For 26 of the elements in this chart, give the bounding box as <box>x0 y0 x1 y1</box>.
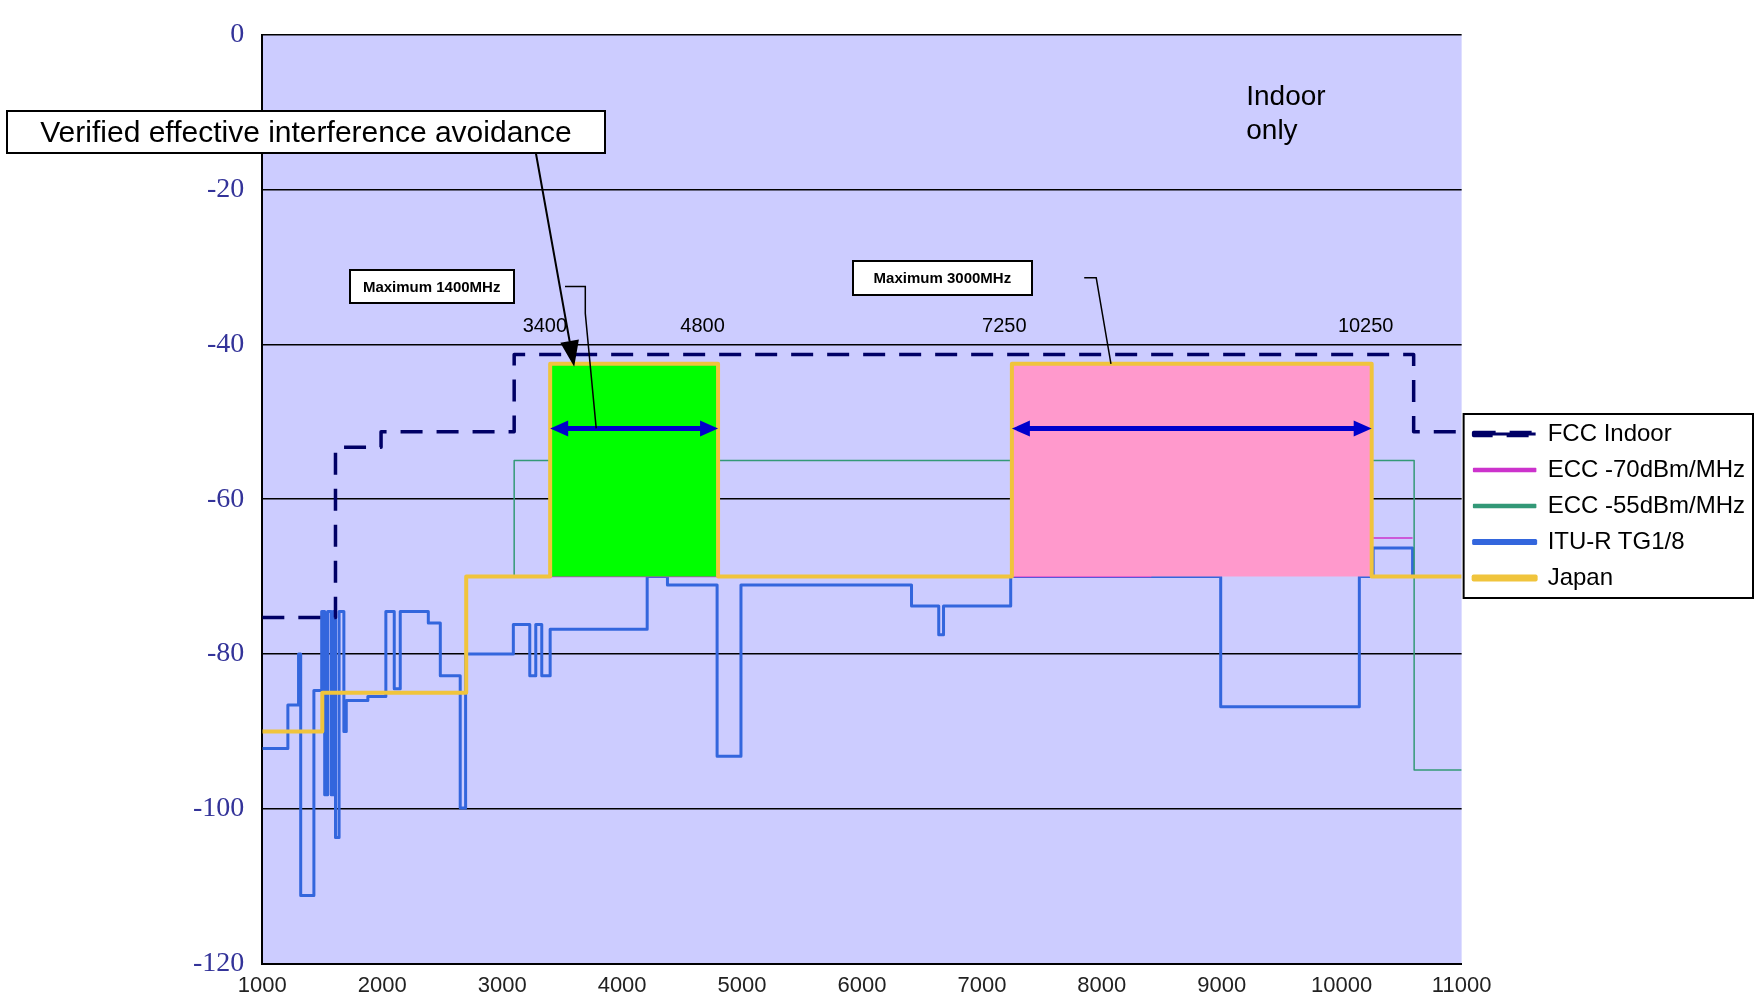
legend-label: ECC -70dBm/MHz <box>1547 454 1746 482</box>
x-tick-label: 7000 <box>957 971 1007 997</box>
x-tick-label: 6000 <box>837 971 887 997</box>
legend-label: ITU-R TG1/8 <box>1547 526 1685 554</box>
annotation: Indoor only <box>1246 79 1327 148</box>
x-tick-label: 10000 <box>1311 971 1373 997</box>
x-tick-label: 5000 <box>717 971 767 997</box>
x-tick-label: 2000 <box>357 971 407 997</box>
y-tick-label: -20 <box>207 171 245 203</box>
legend-label: ECC -55dBm/MHz <box>1547 490 1746 518</box>
y-tick-label: 0 <box>230 17 245 49</box>
annotation: 7250 <box>982 314 1027 337</box>
annotation: 3400 <box>522 314 568 337</box>
x-tick-label: 8000 <box>1077 971 1127 997</box>
legend-label: Japan <box>1547 562 1614 590</box>
y-tick-label: -40 <box>207 326 245 358</box>
legend-label: FCC Indoor <box>1547 418 1672 446</box>
x-tick-label: 9000 <box>1197 971 1247 997</box>
x-tick-label: 3000 <box>477 971 527 997</box>
annotation: 4800 <box>680 314 725 337</box>
y-tick-label: -100 <box>193 791 245 823</box>
x-tick-label: 11000 <box>1431 971 1492 997</box>
y-tick-label: -60 <box>207 481 245 513</box>
annotation: 10250 <box>1337 314 1394 337</box>
y-tick-label: -80 <box>207 636 245 668</box>
x-tick-label: 4000 <box>597 971 647 997</box>
